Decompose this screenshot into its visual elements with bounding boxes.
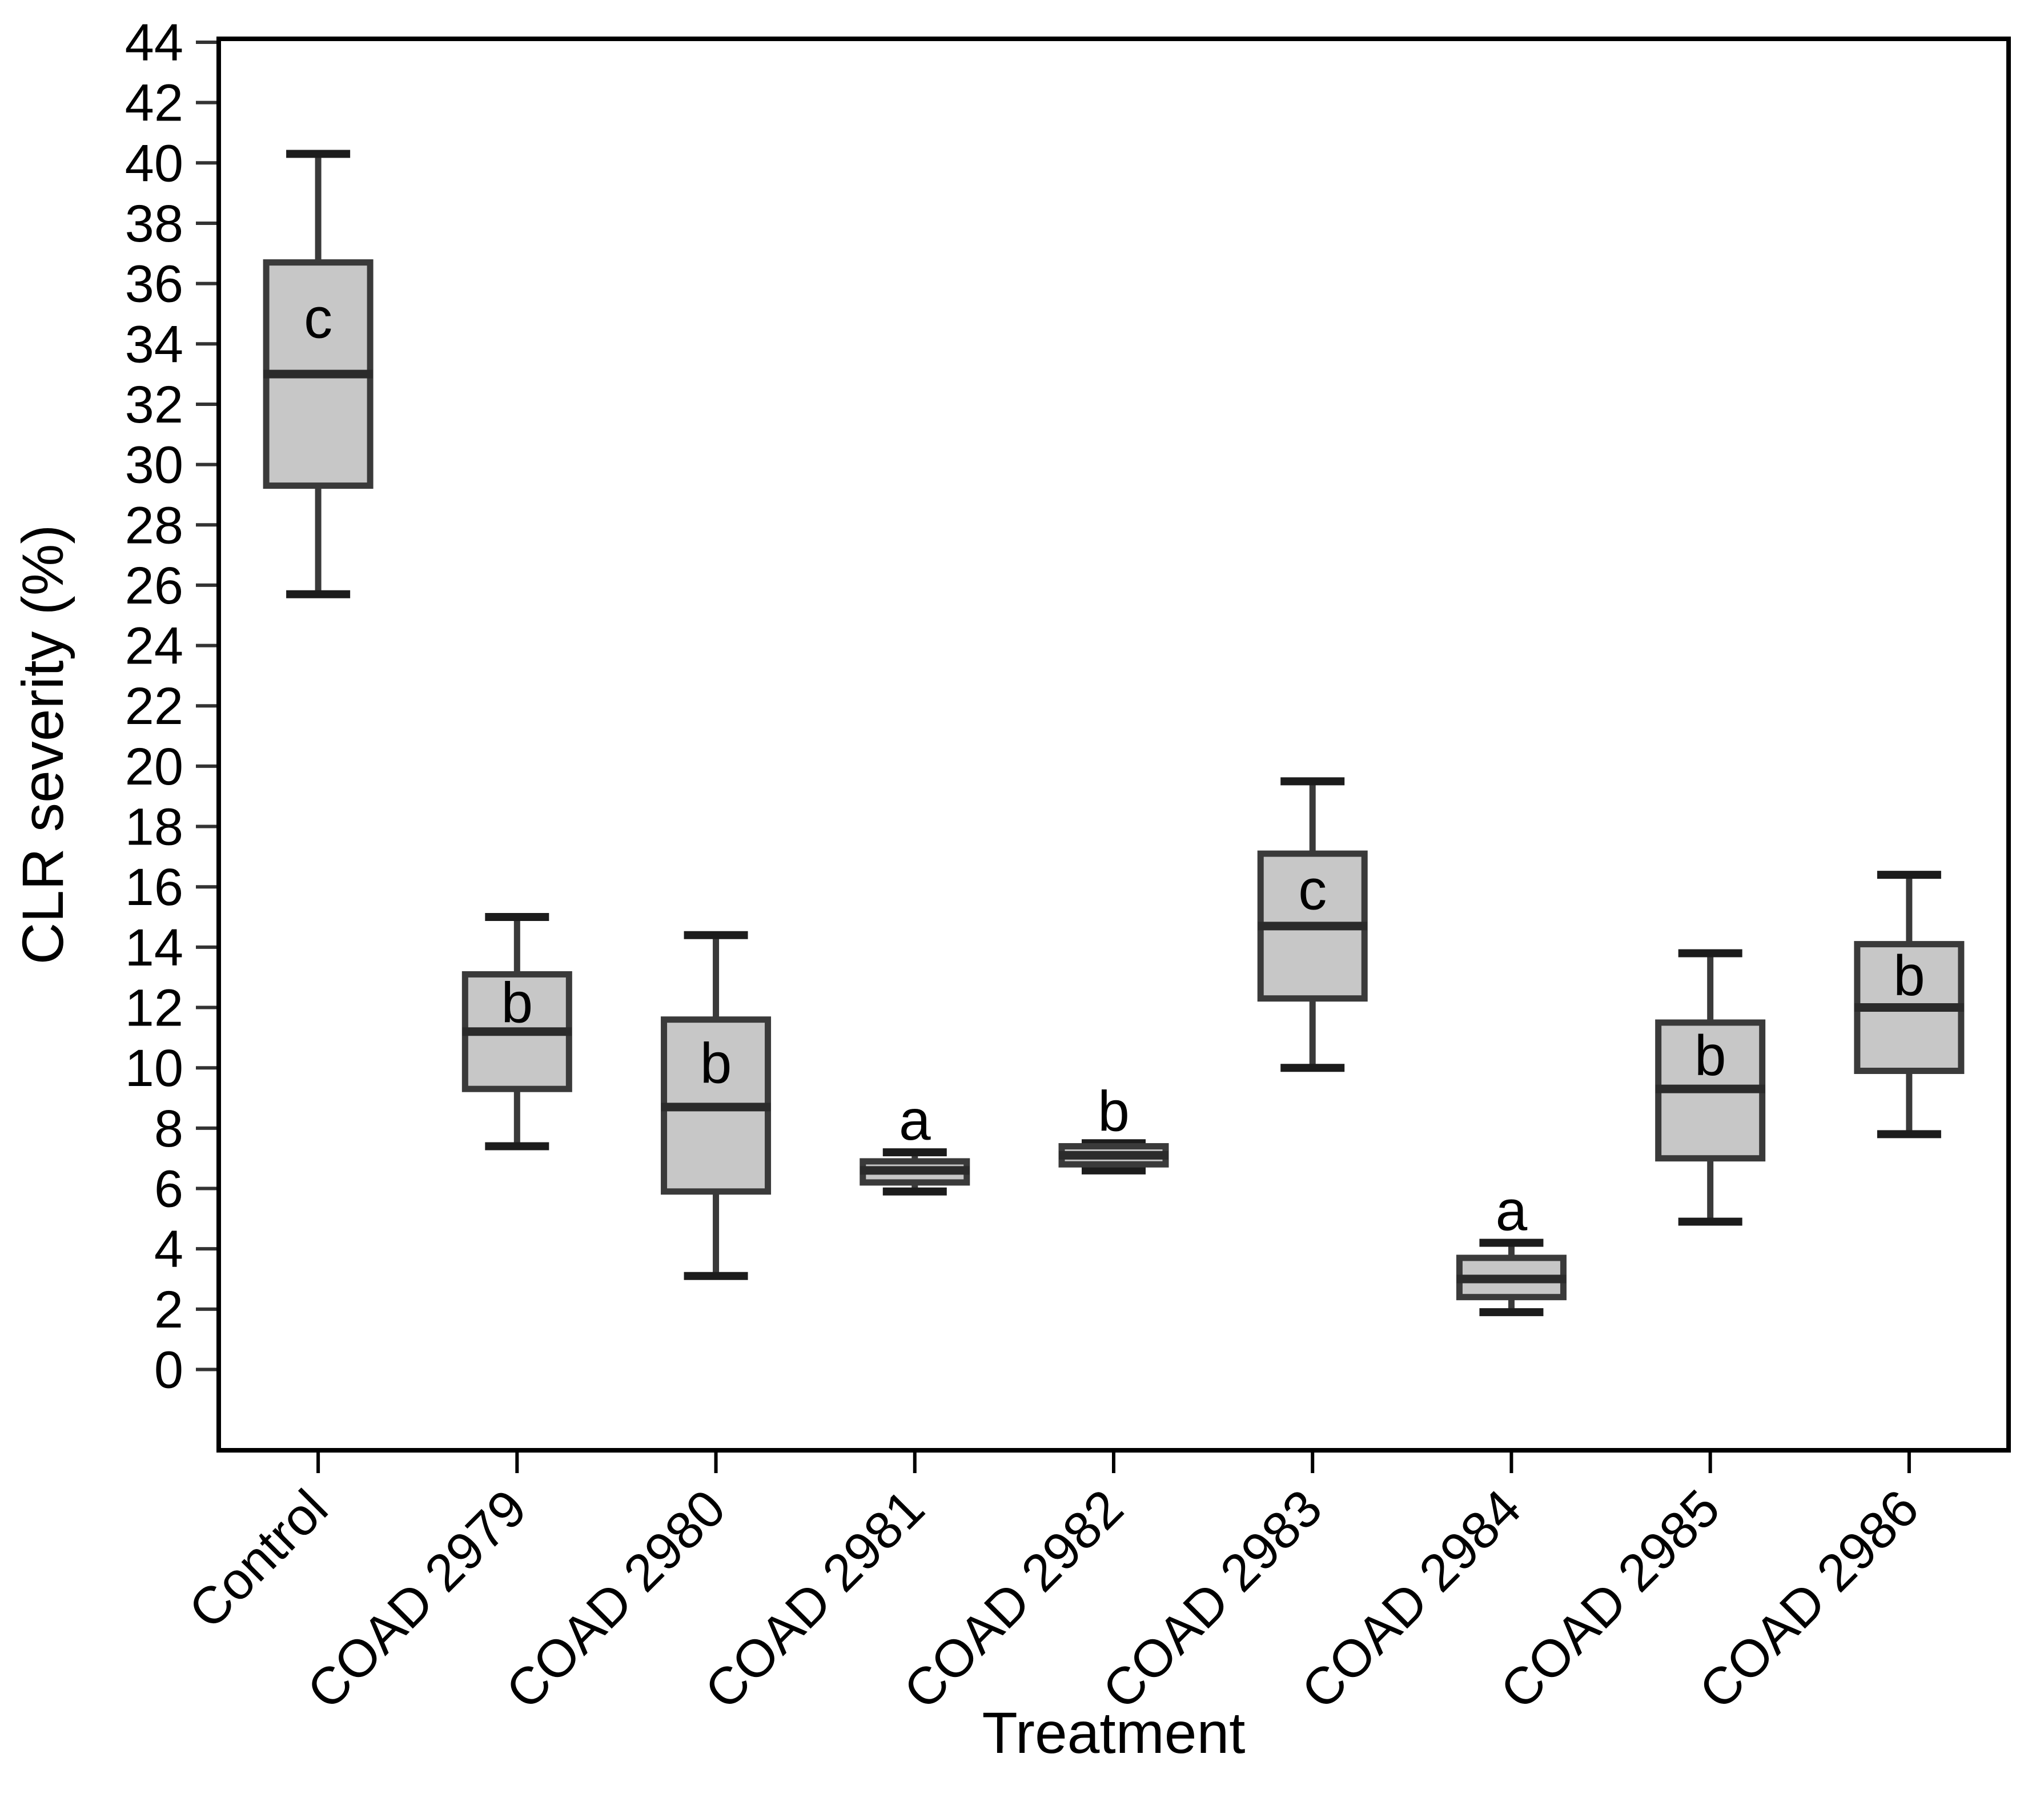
y-tick-label-16: 16 — [125, 858, 183, 916]
significance-letter-0: c — [304, 286, 332, 350]
y-tick-label-14: 14 — [125, 919, 183, 977]
y-tick-label-0: 0 — [154, 1341, 183, 1399]
boxes-layer: c b b a b c a b b — [263, 150, 1965, 1317]
significance-letter-6: a — [1496, 1179, 1528, 1243]
y-tick-label-20: 20 — [125, 738, 183, 796]
y-tick-label-22: 22 — [125, 677, 183, 735]
x-axis-title: Treatment — [982, 1700, 1245, 1765]
y-tick-label-40: 40 — [125, 134, 183, 192]
significance-letter-2: b — [700, 1031, 732, 1095]
x-tick-label-0: Control — [178, 1479, 339, 1640]
plot-frame — [216, 37, 2011, 1453]
significance-letter-8: b — [1893, 944, 1925, 1008]
y-tick-label-12: 12 — [125, 979, 183, 1037]
y-tick-label-24: 24 — [125, 617, 183, 675]
y-tick-label-10: 10 — [125, 1039, 183, 1097]
significance-letter-7: b — [1694, 1024, 1726, 1088]
y-tick-label-32: 32 — [125, 376, 183, 434]
y-tick-label-26: 26 — [125, 557, 183, 615]
y-tick-label-6: 6 — [154, 1160, 183, 1218]
y-tick-label-4: 4 — [154, 1220, 183, 1278]
y-tick-label-34: 34 — [125, 315, 183, 373]
significance-letter-3: a — [899, 1088, 931, 1152]
y-axis-title: CLR severity (%) — [10, 525, 75, 965]
significance-letter-5: c — [1298, 858, 1327, 922]
y-tick-label-30: 30 — [125, 436, 183, 494]
axis-ticks-layer — [196, 40, 1911, 1473]
y-tick-label-28: 28 — [125, 496, 183, 554]
axis-labels-layer: 0246810121416182022242628303234363840424… — [125, 14, 1930, 1720]
y-tick-label-42: 42 — [125, 74, 183, 132]
y-tick-label-18: 18 — [125, 798, 183, 856]
y-tick-label-36: 36 — [125, 255, 183, 313]
y-tick-label-38: 38 — [125, 195, 183, 253]
y-tick-label-2: 2 — [154, 1281, 183, 1339]
y-tick-label-44: 44 — [125, 14, 183, 72]
significance-letter-1: b — [501, 971, 533, 1035]
significance-letter-4: b — [1098, 1079, 1130, 1143]
y-tick-label-8: 8 — [154, 1100, 183, 1158]
